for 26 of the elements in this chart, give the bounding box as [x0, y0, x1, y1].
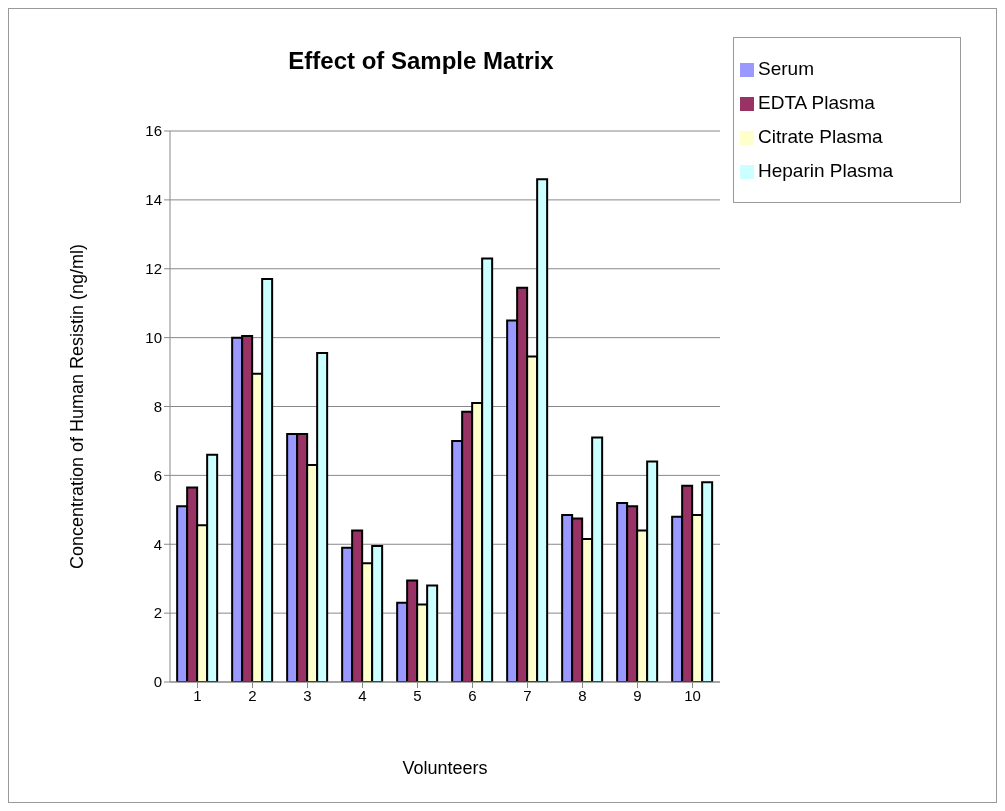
x-tick-label: 5	[413, 686, 422, 704]
y-tick-label: 12	[145, 260, 162, 278]
y-tick-label: 4	[153, 535, 162, 553]
x-tick-label: 3	[303, 686, 312, 704]
y-tick-label: 10	[145, 328, 162, 346]
x-tick-label: 6	[468, 686, 477, 704]
y-axis-title: Concentration of Human Resistin (ng/ml)	[67, 243, 88, 570]
x-tick-label: 9	[633, 686, 642, 704]
y-tick-label: 6	[153, 466, 162, 484]
legend-label: Citrate Plasma	[758, 126, 883, 147]
y-tick-label: 16	[145, 122, 162, 140]
chart-title: Effect of Sample Matrix	[287, 47, 555, 75]
x-tick-label: 2	[248, 686, 257, 704]
y-tick-label: 14	[145, 191, 162, 209]
x-axis-title: Volunteers	[402, 758, 488, 778]
x-tick-label: 1	[193, 686, 202, 704]
x-tick-label: 8	[578, 686, 587, 704]
legend-label: EDTA Plasma	[758, 92, 875, 113]
x-tick-label: 4	[358, 686, 367, 704]
y-tick-label: 0	[153, 673, 162, 691]
x-tick-label: 10	[684, 686, 701, 704]
y-tick-label: 2	[153, 604, 162, 622]
y-tick-label: 8	[153, 397, 162, 415]
legend-label: Heparin Plasma	[758, 160, 894, 181]
x-tick-label: 7	[523, 686, 532, 704]
legend-label: Serum	[758, 58, 814, 79]
